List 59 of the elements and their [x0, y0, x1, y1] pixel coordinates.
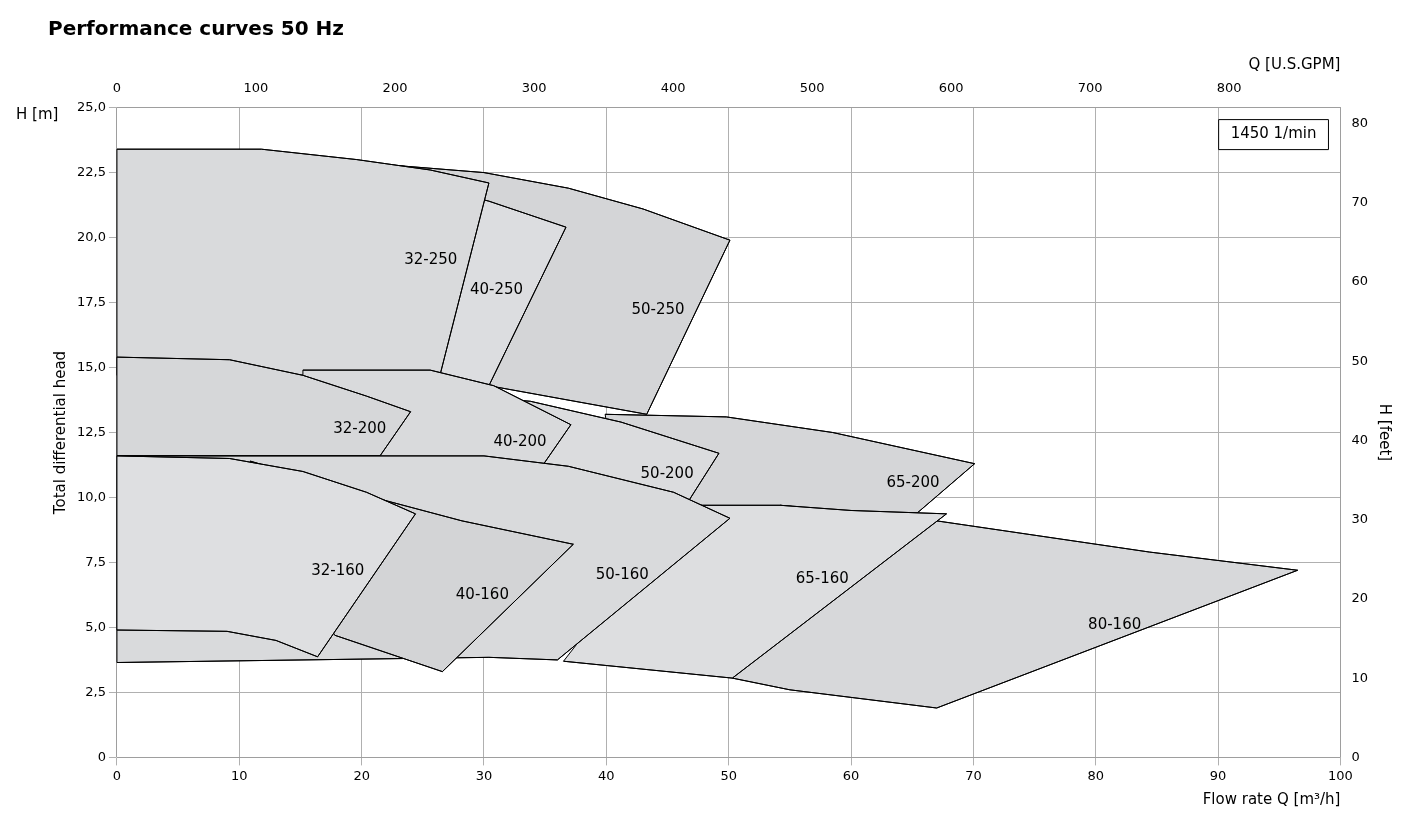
y-axis-title: Total differential head — [50, 350, 69, 516]
series-label: 32-250 — [404, 249, 458, 268]
series-label: 50-250 — [631, 299, 685, 318]
annotation: 1450 1/min — [1230, 124, 1317, 143]
y-tick-label: 17,5 — [76, 293, 106, 309]
y-tick-label: 20,0 — [76, 228, 106, 244]
text: H [m] — [16, 105, 59, 124]
x-tick-label: 50 — [720, 767, 737, 783]
x-tick-label: 20 — [353, 767, 370, 783]
y2-tick-label: 10 — [1351, 669, 1368, 685]
y-tick-label: 10,0 — [76, 488, 106, 504]
x2-tick-label: 700 — [1077, 80, 1103, 96]
series-label: 50-200 — [640, 463, 694, 482]
x2-tick-label: 200 — [382, 80, 408, 96]
x-axis-title: Flow rate Q [m³/h] — [1202, 789, 1341, 808]
series-label: 32-160 — [311, 560, 365, 579]
series-label: 65-200 — [886, 473, 940, 492]
x2-tick-label: 600 — [938, 80, 964, 96]
y-tick-label: 15,0 — [76, 358, 106, 374]
x-tick-label: 80 — [1087, 767, 1105, 783]
y2-tick-label: 50 — [1351, 352, 1368, 368]
y2-tick-label: 40 — [1351, 431, 1368, 447]
x2-tick-label: 400 — [660, 80, 686, 96]
y2-tick-label: 20 — [1351, 590, 1368, 606]
x2-axis-title: Q [U.S.GPM] — [1248, 54, 1341, 73]
series-label: 40-200 — [493, 432, 547, 451]
chart-title: Performance curves 50 Hz — [48, 16, 344, 41]
y-tick-label: 2,5 — [85, 683, 106, 699]
x-tick-label: 0 — [112, 767, 122, 783]
series-label: 80-160 — [1088, 615, 1142, 634]
x-tick-label: 60 — [842, 767, 860, 783]
y2-tick-label: 60 — [1351, 273, 1368, 289]
series-label: 65-160 — [795, 569, 849, 588]
x-tick-label: 30 — [475, 767, 493, 783]
y-tick-label: 0 — [97, 748, 106, 764]
y2-tick-label: 70 — [1351, 194, 1368, 210]
y-tick-label: 12,5 — [76, 423, 106, 439]
series-label: 40-160 — [455, 585, 509, 604]
y-tick-label: 22,5 — [76, 163, 106, 179]
x-tick-label: 100 — [1328, 767, 1353, 783]
y2-tick-label: 0 — [1351, 748, 1360, 764]
y2-tick-label: 80 — [1351, 114, 1368, 130]
series-label: 50-160 — [595, 564, 649, 583]
y-tick-label: 5,0 — [85, 618, 106, 634]
series-label: 40-250 — [470, 280, 524, 299]
y-tick-label: 7,5 — [85, 553, 106, 569]
x2-tick-label: 500 — [799, 80, 825, 96]
y2-tick-label: 30 — [1351, 511, 1368, 527]
series-label: 32-200 — [333, 419, 387, 438]
x-tick-label: 40 — [598, 767, 615, 783]
y2-axis-title: H [feet] — [1376, 403, 1395, 462]
x-tick-label: 90 — [1209, 767, 1227, 783]
x-tick-label: 70 — [965, 767, 982, 783]
y-tick-label: 25,0 — [76, 98, 106, 114]
x2-tick-label: 0 — [112, 80, 122, 96]
x2-tick-label: 800 — [1216, 80, 1242, 96]
x-tick-label: 10 — [231, 767, 248, 783]
x2-tick-label: 100 — [243, 80, 269, 96]
x2-tick-label: 300 — [521, 80, 547, 96]
